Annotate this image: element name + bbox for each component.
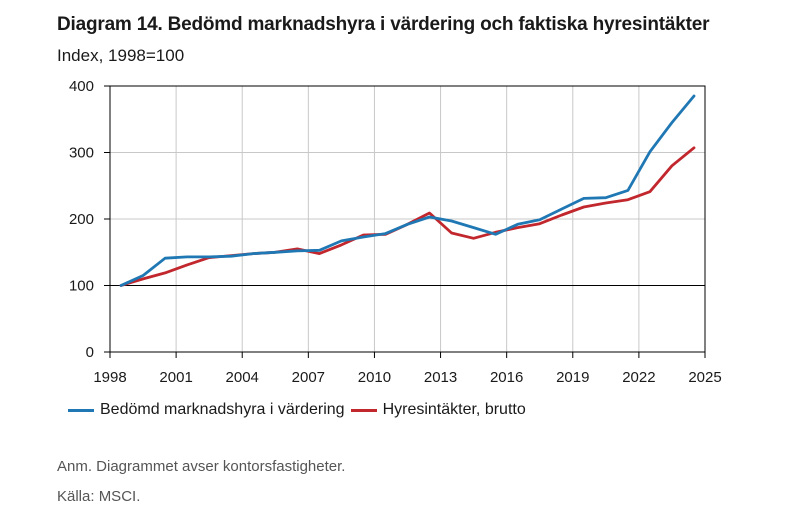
legend-swatch-0 [68, 408, 94, 412]
x-tick-label: 2007 [292, 369, 325, 386]
y-tick-label: 100 [69, 278, 94, 295]
chart-note: Anm. Diagrammet avser kontorsfastigheter… [57, 458, 346, 475]
tick-labels: 1998 2001 2004 2007 2010 2013 2016 2019 2022 2025… [69, 78, 722, 386]
y-tick-label: 200 [69, 211, 94, 228]
legend-label-0: Bedömd marknadshyra i värdering [100, 401, 345, 418]
chart-title: Diagram 14. Bedömd marknadshyra i värder… [57, 14, 710, 35]
axes [104, 85, 706, 358]
x-tick-label: 2001 [159, 369, 192, 386]
grid [110, 86, 705, 352]
chart-subtitle: Index, 1998=100 [57, 46, 185, 65]
series-lines [119, 94, 696, 287]
series-line-0 [119, 94, 696, 287]
y-tick-label: 300 [69, 145, 94, 162]
chart-source: Källa: MSCI. [57, 488, 141, 505]
legend-item-1: Hyresintäkter, brutto [350, 401, 526, 419]
series-line-1 [119, 146, 696, 287]
legend-label-1: Hyresintäkter, brutto [382, 401, 526, 418]
legend-item-0: Bedömd marknadshyra i värdering [68, 401, 345, 419]
legend: Bedömd marknadshyra i värdering Hyresint… [68, 401, 532, 419]
x-tick-label: 2019 [556, 369, 589, 386]
x-tick-label: 2013 [424, 369, 457, 386]
x-tick-label: 2022 [622, 369, 655, 386]
x-tick-label: 2010 [358, 369, 391, 386]
x-tick-label: 2004 [226, 369, 259, 386]
x-tick-label: 2016 [490, 369, 523, 386]
y-tick-label: 400 [69, 78, 94, 95]
x-tick-label: 1998 [93, 369, 126, 386]
legend-swatch-1 [350, 408, 377, 412]
x-tick-label: 2025 [688, 369, 721, 386]
y-tick-label: 0 [86, 344, 94, 361]
